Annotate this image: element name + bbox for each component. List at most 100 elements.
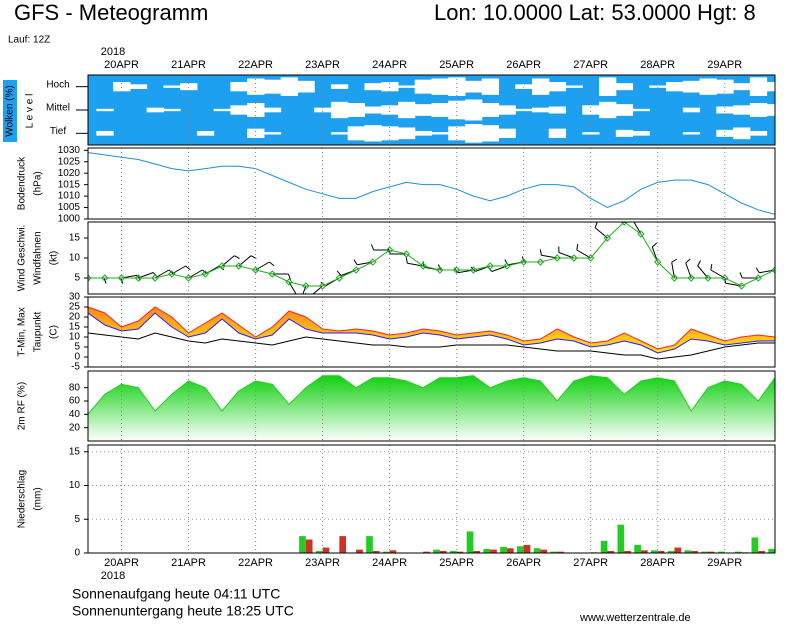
x-tick-label: 27APR <box>573 557 608 569</box>
cloud-gap <box>615 104 634 116</box>
cloud-gap <box>448 100 466 120</box>
bar <box>600 540 608 553</box>
y-axis-label: Taupunkt <box>33 311 44 352</box>
bar <box>707 551 715 553</box>
y-axis-label: 2m RF (%) <box>17 382 28 430</box>
cloud-gap <box>733 105 751 115</box>
cloud-gap <box>414 104 432 116</box>
cloud-gap <box>582 132 600 135</box>
y-tick-label: 1020 <box>58 168 81 179</box>
wind-barb-feather <box>539 249 542 256</box>
x-tick-label: 21APR <box>171 59 206 71</box>
x-tick-label: 29APR <box>707 59 742 71</box>
cloud-gap <box>180 83 198 91</box>
marker <box>637 230 645 238</box>
cloud-gap <box>599 101 617 119</box>
cloud-gap <box>347 126 365 141</box>
cloud-gap <box>146 107 164 113</box>
panel-frame <box>87 147 776 220</box>
cloud-gap <box>129 84 148 89</box>
cloud-gap <box>330 132 349 135</box>
cloud-gap <box>247 78 265 95</box>
y-axis-unit: (C) <box>49 325 60 339</box>
panel-frame <box>87 444 776 554</box>
y-tick-label: 1005 <box>58 202 81 213</box>
y-tick-label: 80 <box>69 382 81 393</box>
cloud-gap <box>280 77 298 96</box>
cloud-gap <box>498 128 516 138</box>
cloud-gap <box>682 107 701 113</box>
wind-barb <box>594 227 608 239</box>
x-tick-label: 28APR <box>640 59 675 71</box>
y-axis-label: Niederschlag <box>17 470 28 528</box>
cloud-gap <box>749 77 768 96</box>
bar <box>483 548 491 553</box>
y-tick-label: 5 <box>74 342 80 353</box>
y-axis-label: T-Min, Max <box>17 307 28 356</box>
cloud-gap <box>682 80 701 93</box>
marker <box>268 270 277 278</box>
marker <box>620 222 628 226</box>
cloud-gap <box>347 103 365 117</box>
wind-barb-feather <box>739 272 743 279</box>
cloud-gap <box>515 108 533 112</box>
y-axis-unit: (hPa) <box>33 171 44 195</box>
y-tick-label: 25 <box>69 302 81 313</box>
panel-area <box>88 375 775 441</box>
panel-frame <box>87 296 776 368</box>
cloud-gap <box>196 131 215 136</box>
panel-line <box>88 306 775 360</box>
marker <box>687 274 695 282</box>
y-tick-label: 20 <box>69 312 81 323</box>
cloud-gap <box>297 80 315 93</box>
x-tick-label: 27APR <box>573 59 608 71</box>
cloud-gap <box>548 106 567 114</box>
label-box <box>3 80 17 142</box>
line <box>88 312 775 354</box>
cloud-gap <box>263 79 282 94</box>
y-axis-label: Windfahnen <box>33 231 44 284</box>
marker <box>486 262 494 270</box>
bar <box>775 552 782 553</box>
cloud-gap <box>263 107 282 113</box>
bar <box>634 544 641 553</box>
marker <box>151 274 159 282</box>
cloud-gap <box>615 129 634 137</box>
cloud-gap <box>397 85 416 88</box>
cloud-gap <box>330 101 349 119</box>
marker <box>235 262 243 270</box>
bar <box>617 524 625 553</box>
bar <box>674 547 682 553</box>
y-tick-label: 15 <box>69 233 81 244</box>
y-axis-label: Bodendruck <box>17 156 28 210</box>
marker <box>536 258 545 266</box>
marker <box>101 274 109 282</box>
marker <box>402 250 411 258</box>
cloud-gap <box>766 104 775 116</box>
bar <box>640 550 648 553</box>
x-tick-label: 29APR <box>707 557 742 569</box>
bar <box>506 548 514 553</box>
cloud-gap <box>465 80 483 93</box>
cloud-gap <box>565 85 583 88</box>
y-axis-unit: (kt) <box>49 251 60 265</box>
y-tick-label: 5 <box>74 273 80 284</box>
cloud-gap <box>263 132 282 135</box>
bar <box>540 549 548 553</box>
marker <box>469 266 478 274</box>
y-tick-label: 40 <box>69 409 81 420</box>
marker <box>704 274 712 282</box>
x-tick-label: 25APR <box>439 59 474 71</box>
panel-frame <box>87 74 776 146</box>
cloud-gap <box>381 82 399 92</box>
marker <box>168 270 176 278</box>
sunset: Sonnenuntergang heute 18:25 UTC <box>72 603 294 619</box>
y-tick-label: 1025 <box>58 156 81 167</box>
cloud-gap <box>364 125 382 142</box>
cloud-gap <box>615 83 634 91</box>
y-tick-label: 5 <box>74 514 80 525</box>
bar <box>657 550 665 553</box>
title: GFS - Meteogramm <box>14 0 208 25</box>
cloud-gap <box>548 128 567 138</box>
cloud-gap <box>330 84 349 89</box>
